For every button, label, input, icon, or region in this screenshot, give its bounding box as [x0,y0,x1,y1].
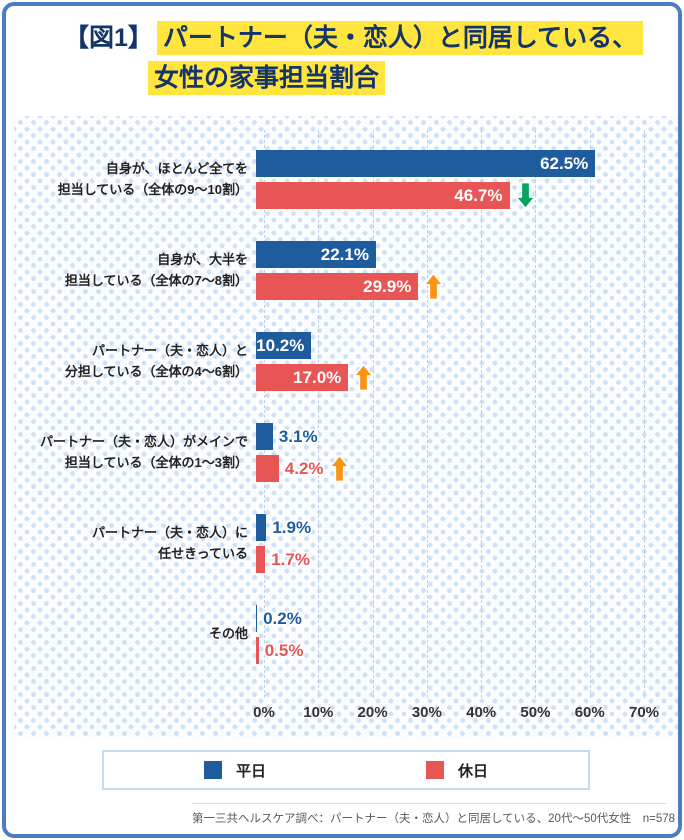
chart-grid [264,130,645,698]
bar-row: 0.2% [256,605,636,632]
bar-group: 22.1% 29.9% [256,241,636,301]
holiday-bar [256,546,266,573]
bar-row: 46.7% [256,181,636,210]
category-label: 自身が、大半を 担当している（全体の7～8割） [64,252,248,288]
x-tick-label: 30% [411,704,442,721]
holiday-bar: 29.9% [256,273,419,300]
chart-row: 自身が、大半を 担当している（全体の7～8割） 22.1% 29.9% [14,241,678,301]
x-tick-label: 70% [628,704,660,721]
value-label: 4.2% [284,458,324,478]
category-label: パートナー（夫・恋人）に 任せきっている [91,525,248,561]
value-label: 29.9% [363,276,412,296]
gridline [372,130,374,698]
x-tick-label: 0% [253,704,275,721]
chart-row: パートナー（夫・恋人）と 分担している（全体の4～6割） 10.2% 17.0% [14,332,678,392]
legend-item-weekday: 平日 [203,760,266,781]
value-label: 46.7% [454,185,503,205]
title-highlight-1: パートナー（夫・恋人）と同居している、 [156,21,644,55]
increase-arrow-icon [353,363,374,392]
x-tick-label: 10% [303,704,334,721]
source-note: 第一三共ヘルスケア調べ：パートナー（夫・恋人）と同居している、20代～50代女性… [192,803,675,826]
bar-row: 62.5% [256,150,636,177]
chart-row: パートナー（夫・恋人）がメインで 担当している（全体の1～3割） 3.1% 4.2% [14,423,678,483]
gridline [535,130,537,698]
weekday-swatch-icon [203,761,222,779]
holiday-swatch-icon [426,761,444,779]
x-tick-label: 60% [574,704,605,721]
bar-group: 10.2% 17.0% [256,332,636,392]
bar-group: 1.9% 1.7% [256,514,636,573]
holiday-bar [256,637,259,664]
gridline [589,130,591,698]
category-label: パートナー（夫・恋人）と 分担している（全体の4～6割） [64,343,248,379]
holiday-label: 休日 [458,762,489,780]
x-tick-label: 50% [520,704,551,721]
value-label: 0.5% [264,640,304,660]
value-label: 0.2% [263,608,302,628]
bar-row: 29.9% [256,272,636,301]
increase-arrow-icon [328,454,350,483]
x-tick-label: 40% [466,704,497,721]
bar-row: 10.2% [256,332,636,359]
chart-row: その他 0.2% 0.5% [14,605,678,664]
weekday-bar [256,423,273,450]
legend-item-holiday: 休日 [426,760,488,781]
bar-row: 3.1% [256,423,636,450]
figure-title: 【図1】 パートナー（夫・恋人）と同居している、 女性の家事担当割合 [64,21,644,101]
value-label: 17.0% [293,367,342,387]
bar-row: 0.5% [256,637,636,664]
figure-number: 【図1】 [64,24,153,52]
holiday-bar [256,455,279,482]
weekday-label: 平日 [235,762,266,780]
gridline [264,130,265,698]
bar-row: 1.7% [256,546,636,573]
category-label: その他 [208,626,248,642]
weekday-bar [256,514,267,541]
value-label: 1.7% [271,549,310,569]
legend: 平日 休日 [102,750,590,790]
title-highlight-2: 女性の家事担当割合 [148,60,386,95]
gridline [644,130,645,698]
bar-group: 0.2% 0.5% [256,605,636,664]
weekday-bar: 22.1% [256,241,376,268]
weekday-bar: 10.2% [256,332,312,359]
bar-row: 4.2% [256,454,636,483]
bar-row: 1.9% [256,514,636,541]
bar-row: 22.1% [256,241,636,268]
title-line-2: 女性の家事担当割合 [148,60,643,95]
chart-panel: 自身が、ほとんど全てを 担当している（全体の9～10割） 62.5% 46.7% 自身が… [14,116,678,738]
chart-rows: 自身が、ほとんど全てを 担当している（全体の9～10割） 62.5% 46.7% 自身が… [14,150,678,664]
bar-group: 3.1% 4.2% [256,423,636,483]
gridline [318,130,320,698]
bar-group: 62.5% 46.7% [256,150,636,210]
category-label: パートナー（夫・恋人）がメインで 担当している（全体の1～3割） [39,434,248,470]
bar-row: 17.0% [256,363,636,392]
gridline [481,130,483,698]
gridline [426,130,428,698]
value-label: 1.9% [272,517,312,537]
holiday-bar: 46.7% [256,182,510,209]
x-tick-label: 20% [357,704,388,721]
value-label: 62.5% [540,153,589,173]
increase-arrow-icon [423,272,444,301]
decrease-arrow-icon [514,181,536,210]
weekday-bar: 62.5% [256,150,596,177]
title-line-1: 【図1】 パートナー（夫・恋人）と同居している、 [64,21,644,55]
category-label: 自身が、ほとんど全てを 担当している（全体の9～10割） [57,161,248,197]
value-label: 22.1% [320,244,369,264]
holiday-bar: 17.0% [256,364,349,391]
chart-row: パートナー（夫・恋人）に 任せきっている 1.9% 1.7% [14,514,678,573]
x-axis: 0% 10% 20% 30% 40% 50% 60% 70% [253,704,659,726]
chart-row: 自身が、ほとんど全てを 担当している（全体の9～10割） 62.5% 46.7% [14,150,678,210]
value-label: 3.1% [278,426,318,446]
weekday-bar [256,605,258,632]
value-label: 10.2% [256,335,305,355]
